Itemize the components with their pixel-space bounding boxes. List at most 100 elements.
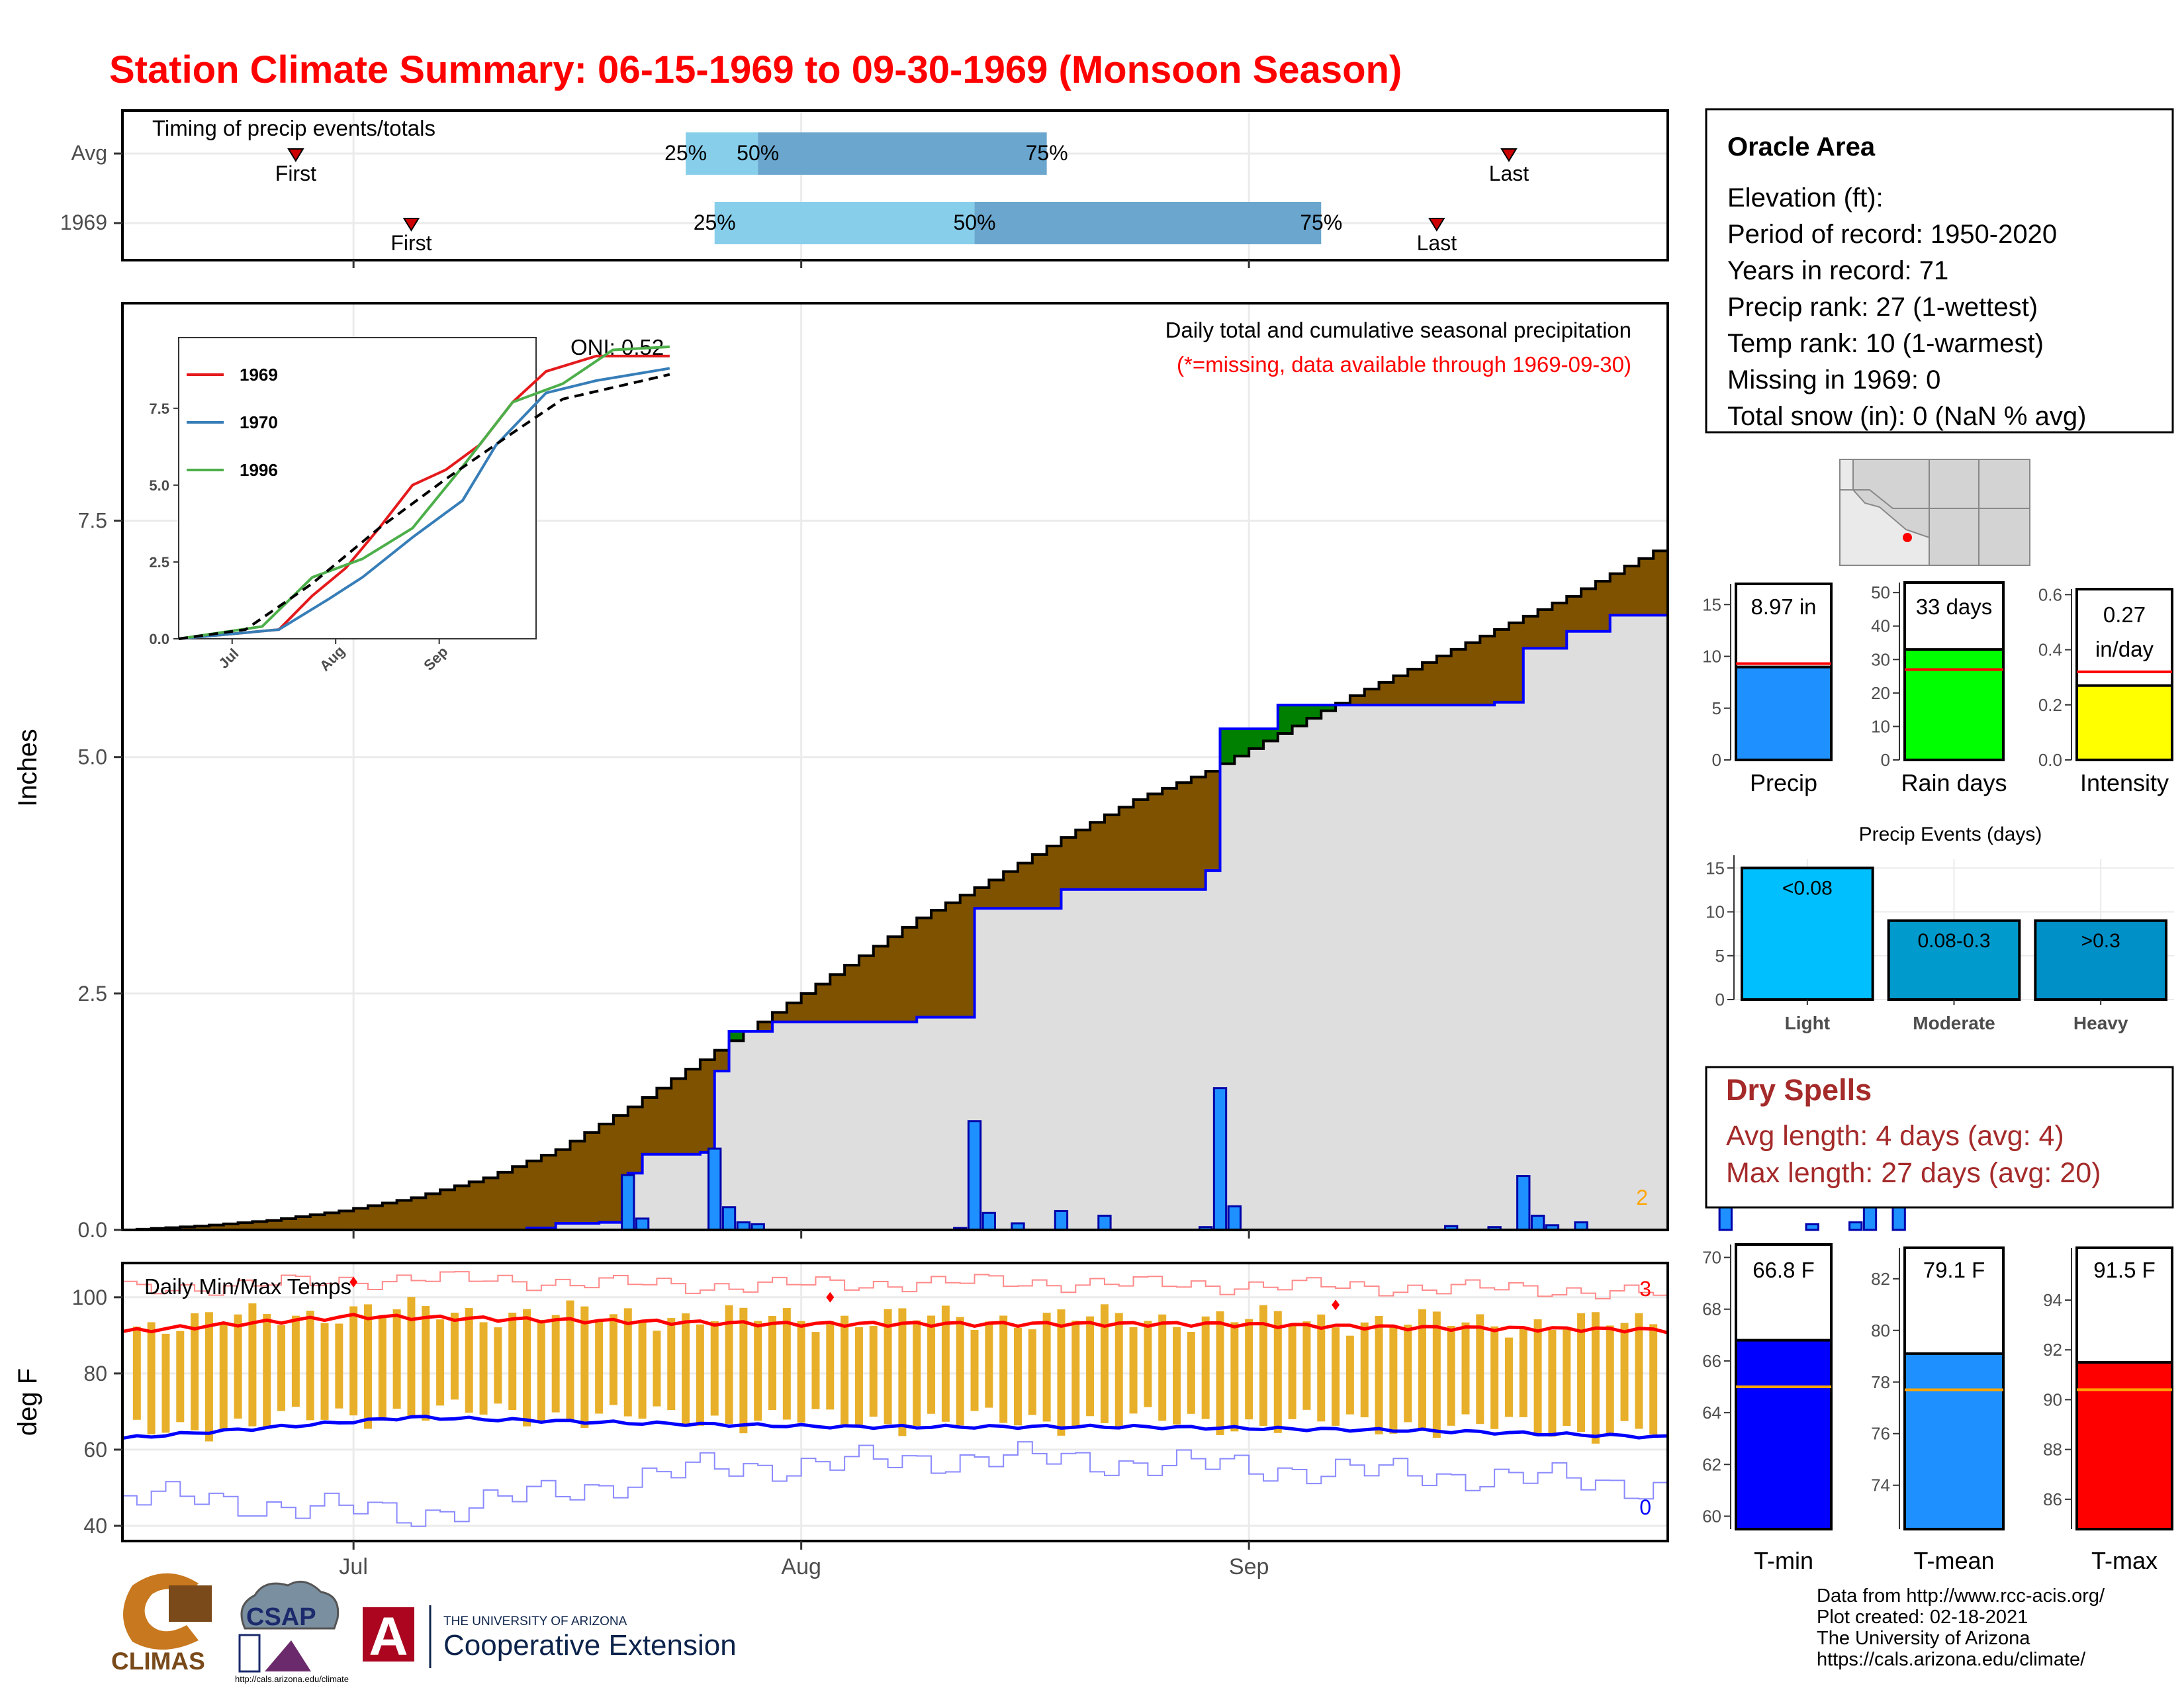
stat-category-label: Precip <box>1750 769 1817 796</box>
daily-temp-bar <box>826 1321 835 1410</box>
diff-fill <box>974 887 989 909</box>
diff-fill <box>1349 695 1365 706</box>
record-min-line <box>122 1441 1668 1527</box>
daily-temp-bar <box>869 1326 878 1417</box>
diff-fill <box>570 1141 585 1223</box>
events-bar <box>1887 919 2021 1001</box>
daily-temp-bar <box>320 1323 329 1420</box>
timing-label-first: First <box>390 231 432 255</box>
daily-temp-bar <box>161 1333 170 1433</box>
daily-temp-bar <box>623 1308 632 1417</box>
daily-temp-bar <box>667 1318 676 1411</box>
daily-temp-bar <box>927 1315 936 1414</box>
diff-fill <box>1220 728 1235 764</box>
daily-temp-bar <box>1042 1313 1051 1422</box>
diff-fill <box>1133 800 1148 890</box>
diff-fill <box>1379 682 1394 706</box>
diff-fill <box>411 1197 426 1230</box>
diff-fill <box>1118 807 1134 890</box>
stat-ytick-label: 0.2 <box>2038 695 2062 715</box>
daily-temp-bar <box>494 1327 502 1404</box>
diff-fill <box>1639 558 1654 616</box>
stat-ytick-label: 15 <box>1702 594 1721 614</box>
main-panel-frame <box>121 302 1669 1231</box>
diff-fill <box>772 1012 788 1022</box>
diff-fill <box>339 1211 354 1230</box>
diff-fill <box>1017 863 1033 909</box>
diff-fill <box>642 1098 657 1154</box>
daily-temp-bar <box>710 1321 719 1416</box>
diff-fill <box>223 1223 239 1230</box>
diff-fill <box>931 910 946 1017</box>
stat-value-label: 0.27 <box>2103 602 2146 627</box>
credit-url: https://cals.arizona.edu/climate/ <box>1817 1649 2086 1670</box>
diff-fill <box>1162 788 1177 890</box>
daily-temp-bar <box>1216 1311 1224 1435</box>
credit-data-source: Data from http://www.rcc-acis.org/ <box>1817 1585 2105 1607</box>
diff-fill <box>396 1200 412 1230</box>
diff-fill <box>1148 794 1163 890</box>
diff-fill <box>960 895 976 1017</box>
stat-ytick-label: 92 <box>2043 1340 2062 1360</box>
stat-value-label: 8.97 in <box>1751 594 1816 619</box>
diff-fill <box>1321 705 1336 711</box>
main-ytick-label: 5.0 <box>78 745 107 769</box>
stat-ytick-label: 30 <box>1871 649 1890 669</box>
diff-fill <box>1234 728 1250 757</box>
diff-fill <box>1408 669 1423 706</box>
dry-spells-frame <box>1705 1066 2174 1209</box>
main-ytick-label: 0.0 <box>78 1218 107 1242</box>
stat-ytick-label: 50 <box>1871 583 1890 602</box>
daily-temp-bar <box>1100 1304 1109 1423</box>
diff-fill <box>1451 649 1466 706</box>
inset-ytick-label: 5.0 <box>149 477 169 494</box>
daily-temp-bar <box>378 1315 387 1421</box>
daily-temp-bar <box>1245 1319 1253 1420</box>
info-box-frame <box>1705 108 2174 434</box>
daily-precip-bar <box>1227 1205 1242 1231</box>
stat-value-bar <box>2075 684 2173 761</box>
stat-ytick-label: 60 <box>1702 1506 1721 1526</box>
inset-ytick-label: 0.0 <box>149 631 169 647</box>
daily-temp-bar <box>392 1309 401 1409</box>
credits-block: Data from http://www.rcc-acis.org/ Plot … <box>1817 1585 2105 1670</box>
main-ytick-label: 7.5 <box>78 509 107 533</box>
dry-spells-title: Dry Spells <box>1726 1073 1872 1107</box>
diff-fill <box>208 1225 224 1230</box>
inset-frame <box>178 337 537 639</box>
diff-fill <box>584 1132 600 1223</box>
diff-fill <box>1306 705 1322 719</box>
daily-temp-bar <box>335 1323 343 1409</box>
temp-ytick-label: 80 <box>83 1362 107 1385</box>
daily-temp-bar <box>1548 1329 1557 1437</box>
daily-temp-bar <box>913 1320 921 1427</box>
diff-fill <box>426 1194 441 1230</box>
daily-temp-bar <box>1288 1325 1297 1419</box>
inset-legend-label: 1970 <box>240 412 278 432</box>
temp-title: Daily Min/Max Temps <box>144 1274 351 1299</box>
stat-ytick-label: 5 <box>1712 698 1721 718</box>
daily-temp-bar <box>1620 1323 1629 1421</box>
inset-ytick-label: 2.5 <box>149 554 169 571</box>
cumulative-precip-panel: 0.0 2.5 5.0 7.5 Inches Daily total and cumu… <box>13 302 1906 1242</box>
daily-temp-bar <box>1158 1314 1167 1421</box>
daily-temp-bar <box>754 1321 762 1421</box>
daily-temp-bar <box>1201 1316 1210 1419</box>
diff-fill <box>195 1226 210 1230</box>
diff-fill <box>1263 728 1279 741</box>
events-ytick-label: 10 <box>1706 902 1725 922</box>
daily-temp-bar <box>1086 1316 1095 1417</box>
stat-ytick-label: 10 <box>1702 647 1721 667</box>
avg-min-line <box>122 1415 1668 1440</box>
ua-letter: A <box>369 1607 408 1667</box>
diff-fill <box>180 1227 195 1230</box>
stat-ytick-label: 94 <box>2043 1290 2062 1310</box>
diff-fill <box>1364 688 1380 706</box>
daily-temp-bar <box>782 1308 791 1420</box>
diff-fill <box>1494 629 1510 702</box>
stat-ytick-label: 62 <box>1702 1454 1721 1474</box>
stat-value-bar <box>1735 665 1833 761</box>
stat-value-bar <box>1903 648 2005 761</box>
daily-temp-bar <box>363 1304 372 1429</box>
